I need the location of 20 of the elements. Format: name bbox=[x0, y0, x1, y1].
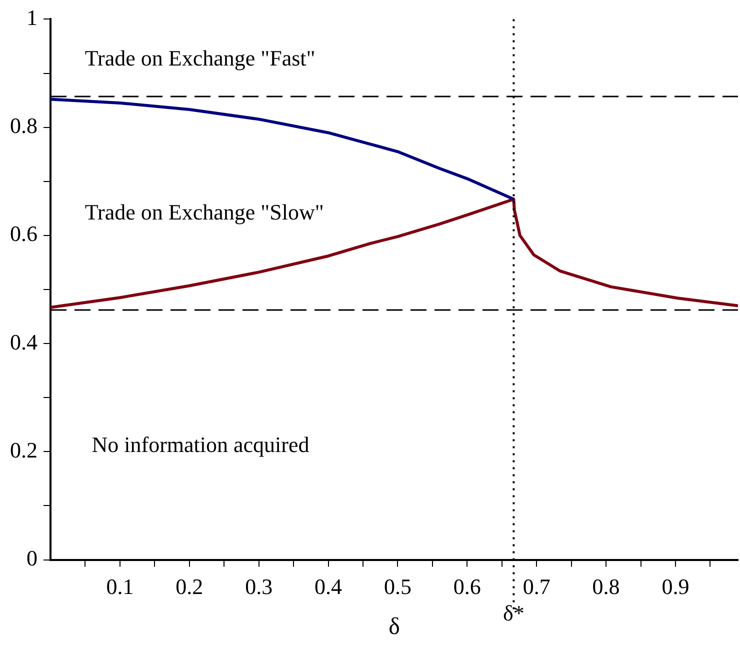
x-tick-label: 0.5 bbox=[384, 574, 412, 599]
x-tick-label: 0.4 bbox=[314, 574, 342, 599]
x-tick-label: 0.9 bbox=[662, 574, 690, 599]
y-tick-label: 1 bbox=[26, 4, 38, 30]
x-axis-title: δ bbox=[388, 614, 400, 640]
ref-line-label: δ* bbox=[503, 600, 524, 626]
annotation: Trade on Exchange "Slow" bbox=[84, 200, 324, 225]
annotation: No information acquired bbox=[92, 432, 310, 458]
y-tick-label: 0 bbox=[26, 546, 38, 571]
x-tick-label: 0.2 bbox=[176, 574, 204, 599]
y-tick-label: 0.8 bbox=[10, 113, 38, 138]
y-tick-label: 0.6 bbox=[10, 221, 38, 246]
annotation: Trade on Exchange "Fast" bbox=[84, 46, 316, 71]
y-tick-label: 0.4 bbox=[10, 329, 38, 354]
x-tick-label: 0.8 bbox=[592, 574, 620, 599]
x-tick-label: 0.1 bbox=[106, 574, 134, 599]
x-tick-label: 0.6 bbox=[453, 574, 481, 599]
x-tick-label: 0.3 bbox=[245, 574, 273, 599]
x-tick-label: 0.7 bbox=[522, 574, 550, 599]
y-tick-label: 0.2 bbox=[10, 437, 38, 462]
